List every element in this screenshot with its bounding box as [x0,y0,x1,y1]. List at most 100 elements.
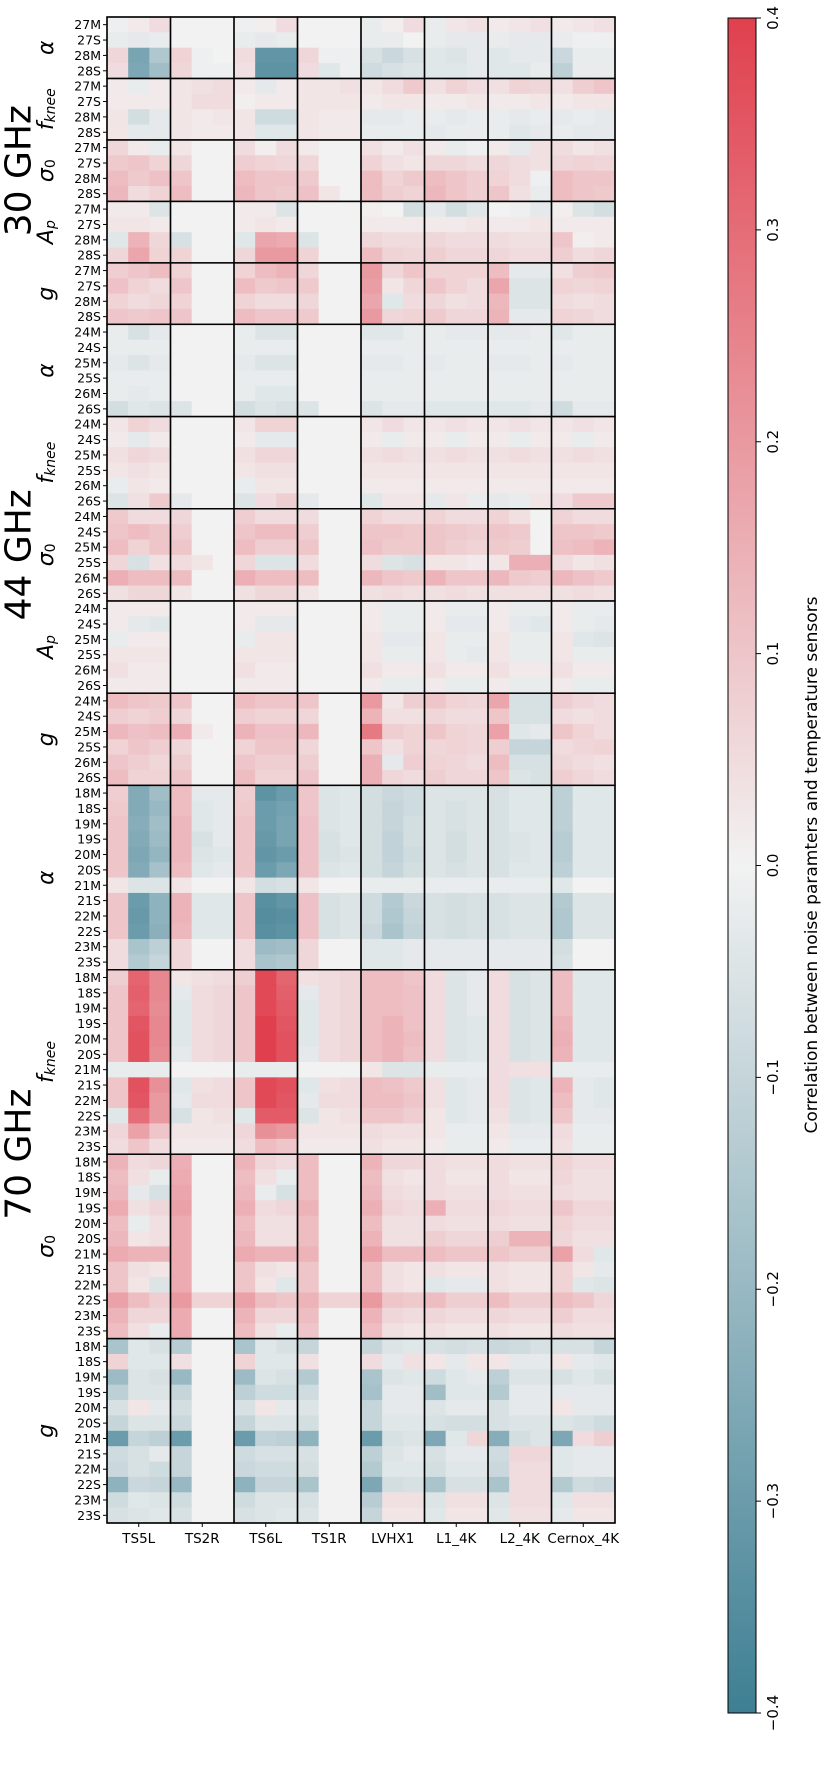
heatmap-cell [339,770,362,786]
heatmap-cell [191,1092,214,1109]
heatmap-cell [572,723,595,740]
heatmap-cell [297,1138,320,1155]
row-tick-label: 26M [74,570,101,585]
heatmap-cell [107,969,129,986]
row-tick-label: 21S [77,893,101,908]
heatmap-cell [382,831,404,848]
heatmap-cell [593,370,616,387]
heatmap-cell [466,478,489,494]
heatmap-cell [509,232,531,249]
heatmap-cell [255,1307,277,1324]
heatmap-cell [403,1492,426,1509]
heatmap-cell [551,677,574,694]
heatmap-cell [276,370,299,387]
heatmap-cell [234,109,256,126]
heatmap-cell [107,892,129,909]
heatmap-cell [128,1446,150,1463]
heatmap-cell [551,647,574,664]
heatmap-cell [255,32,277,49]
heatmap-cell [466,969,489,986]
heatmap-cell [107,170,129,187]
row-tick-label: 21M [74,878,101,893]
heatmap-cell [170,1384,193,1401]
heatmap-cell [403,478,426,494]
heatmap-cell [234,647,256,664]
heatmap-cell [509,708,531,725]
heatmap-cell [466,1492,489,1509]
heatmap-cell [255,139,277,156]
heatmap-cell [466,401,489,418]
heatmap-cell [191,877,214,894]
heatmap-cell [297,877,320,894]
heatmap-cell [530,1400,553,1417]
row-tick-label: 28S [77,63,101,78]
heatmap-cell [382,693,404,710]
heatmap-cell [297,17,320,33]
heatmap-cell [551,201,574,218]
heatmap-cell [255,385,277,402]
heatmap-cell [107,1015,129,1032]
heatmap-cell [339,1461,362,1478]
heatmap-cell [403,1154,426,1171]
heatmap-cell [318,1369,341,1386]
heatmap-cell [170,447,193,464]
heatmap-cell [593,585,616,602]
heatmap-cell [128,1492,150,1509]
heatmap-cell [149,1338,172,1355]
heatmap-cell [128,1138,150,1155]
heatmap-cell [276,1400,299,1417]
heatmap-cell [466,923,489,940]
row-tick-label: 20M [74,847,101,862]
heatmap-cell [466,1507,489,1524]
heatmap-cell [382,1292,404,1309]
heatmap-cell [403,1031,426,1048]
heatmap-cell [234,908,256,925]
heatmap-cell [234,139,256,156]
heatmap-cell [339,385,362,402]
heatmap-cell [318,1046,341,1063]
heatmap-cell [276,954,299,971]
heatmap-cell [339,1323,362,1340]
heatmap-cell [255,278,277,295]
heatmap-cell [128,862,150,879]
heatmap-cell [276,355,299,372]
parameter-label: Ap [34,220,60,246]
heatmap-cell [191,370,214,387]
heatmap-cell [128,1430,150,1447]
heatmap-cell [297,723,320,740]
heatmap-cell [149,1108,172,1125]
heatmap-cell [128,585,150,602]
heatmap-cell [466,662,489,679]
heatmap-cell [403,155,426,172]
heatmap-cell [445,170,468,187]
parameter-label-base: f [34,1072,59,1083]
heatmap-cell [170,1430,193,1447]
heatmap-cell [297,1261,320,1278]
heatmap-cell [466,1353,489,1370]
heatmap-cell [255,293,277,310]
heatmap-cell [149,1323,172,1340]
heatmap-cell [234,1507,256,1524]
heatmap-cell [530,462,553,479]
heatmap-cell [212,1507,235,1524]
heatmap-cell [488,1415,510,1432]
heatmap-cell [551,739,574,756]
heatmap-cell [466,770,489,786]
heatmap-cell [191,1231,214,1247]
heatmap-cell [424,1046,447,1063]
heatmap-cell [212,401,235,418]
heatmap-cell [445,693,468,710]
heatmap-cell [149,969,172,986]
heatmap-cell [424,216,447,233]
heatmap-cell [170,1307,193,1324]
heatmap-cell [572,370,595,387]
heatmap-cell [212,216,235,233]
heatmap-cell [107,416,129,433]
heatmap-cell [593,63,616,80]
heatmap-cell [466,201,489,218]
heatmap-cell [445,416,468,433]
heatmap-cell [212,1184,235,1201]
heatmap-cell [488,1138,510,1155]
